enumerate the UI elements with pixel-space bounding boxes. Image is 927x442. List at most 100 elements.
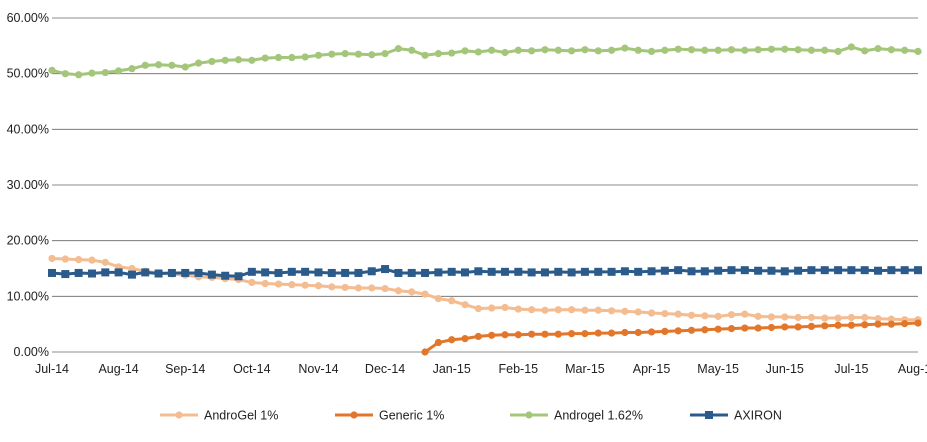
data-point [88, 69, 96, 77]
data-point [154, 269, 163, 278]
data-point [568, 306, 576, 314]
data-point [354, 284, 363, 292]
data-point [434, 268, 443, 277]
legend-marker [175, 411, 183, 419]
data-point [168, 61, 176, 69]
data-point [461, 47, 469, 55]
x-tick-label: Sep-14 [165, 362, 205, 376]
data-point [861, 313, 869, 322]
data-point [221, 56, 229, 64]
data-point [408, 288, 416, 296]
data-point [341, 283, 349, 292]
data-point [754, 312, 762, 320]
data-point [114, 268, 123, 277]
data-point [727, 311, 736, 319]
data-point [301, 53, 309, 61]
series-1 [421, 319, 922, 356]
x-axis: Jul-14 Aug-14 Sep-14 Oct-14 Nov-14 Dec-14 Jan-… [35, 362, 927, 376]
data-point [714, 325, 722, 333]
data-point [874, 315, 882, 323]
data-point [781, 323, 789, 331]
data-point [434, 50, 442, 58]
data-point [567, 268, 576, 277]
y-tick-label: 40.00% [7, 122, 49, 136]
data-point [741, 324, 749, 332]
series-0 [48, 254, 922, 324]
data-point [328, 50, 336, 58]
data-point [314, 268, 323, 277]
data-point [767, 266, 776, 275]
data-point [700, 267, 709, 276]
data-point [461, 335, 469, 343]
data-point [381, 265, 390, 274]
data-point [847, 266, 856, 275]
data-point [887, 315, 895, 323]
data-point [181, 63, 189, 71]
data-point [487, 267, 496, 276]
x-tick-label: Nov-14 [298, 362, 338, 376]
y-tick-label: 10.00% [7, 289, 49, 303]
data-point [594, 47, 602, 55]
y-tick-label: 0.00% [14, 345, 49, 359]
data-point [914, 266, 922, 275]
data-point [234, 56, 243, 64]
data-point [448, 297, 456, 305]
data-point [115, 67, 123, 75]
data-point [288, 281, 296, 289]
data-point [75, 71, 83, 79]
data-point [847, 43, 855, 51]
data-point [794, 266, 803, 275]
data-point [341, 50, 349, 58]
data-point [341, 268, 350, 277]
data-point [887, 46, 895, 54]
legend-item: Androgel 1.62% [510, 409, 643, 423]
gridlines [52, 17, 918, 353]
data-point [874, 45, 882, 53]
data-point [781, 313, 789, 321]
data-point [354, 268, 363, 277]
data-point [621, 307, 629, 315]
data-point [581, 306, 589, 314]
data-point [674, 327, 682, 335]
data-point [248, 56, 256, 64]
data-point [261, 268, 270, 277]
data-point [314, 282, 323, 290]
data-point [754, 266, 763, 275]
data-point [461, 268, 470, 277]
data-point [781, 45, 789, 53]
data-point [740, 266, 749, 275]
data-point [834, 321, 842, 329]
data-point [794, 313, 802, 322]
data-point [834, 314, 842, 322]
data-point [847, 321, 855, 329]
data-point [780, 267, 789, 276]
data-point [687, 46, 696, 54]
x-tick-label: Aug-15 [898, 362, 927, 376]
data-point [634, 267, 643, 276]
data-point [687, 311, 696, 319]
data-point [461, 301, 469, 309]
data-point [367, 267, 376, 276]
data-point [261, 279, 269, 288]
data-point [61, 270, 70, 279]
data-point [847, 313, 855, 322]
data-point [354, 50, 363, 58]
data-point [288, 53, 296, 62]
data-point [861, 47, 869, 55]
legend-marker [705, 411, 713, 419]
data-point [208, 57, 216, 66]
data-point [274, 268, 283, 277]
data-point [61, 255, 69, 263]
data-point [887, 320, 895, 328]
data-point [568, 330, 576, 338]
data-point [621, 328, 629, 337]
data-point [167, 268, 176, 277]
data-point [661, 309, 669, 318]
data-point [421, 348, 429, 356]
data-point [328, 283, 336, 291]
data-point [701, 326, 709, 334]
data-point [74, 268, 83, 277]
data-point [887, 266, 896, 275]
legend-label: AXIRON [734, 409, 782, 423]
